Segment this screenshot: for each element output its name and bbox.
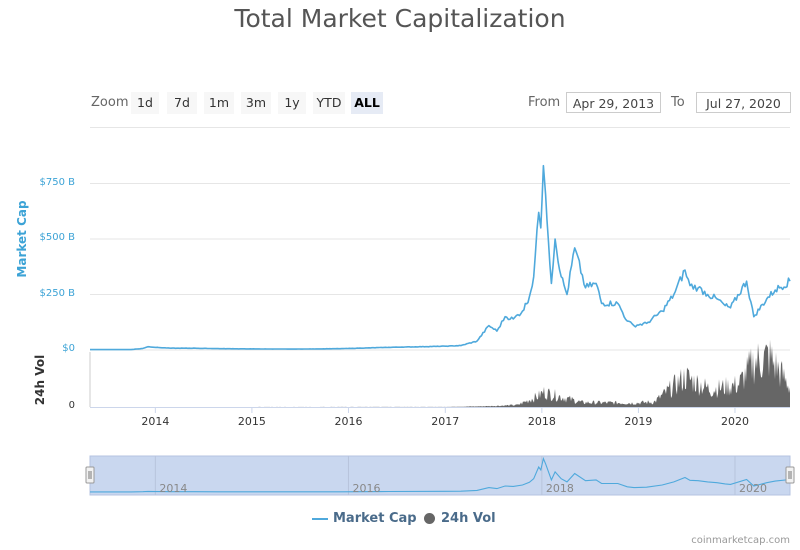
y-tick-label: $0 [62, 343, 75, 354]
y-tick-label: $500 B [39, 232, 76, 243]
x-tick-label: 2016 [334, 415, 363, 428]
navigator-line [90, 456, 791, 493]
x-tick-label: 2020 [720, 415, 749, 428]
to-label: To [671, 95, 685, 110]
navigator-tick-label: 2016 [352, 482, 381, 495]
zoom-button-1d[interactable]: 1d [131, 92, 159, 114]
to-date-input[interactable]: Jul 27, 2020 [696, 92, 791, 113]
from-label: From [528, 95, 561, 110]
zoom-button-7d[interactable]: 7d [167, 92, 197, 114]
x-tick-label: 2014 [141, 415, 170, 428]
navigator-range [89, 455, 791, 496]
legend-market-cap-label: Market Cap [333, 511, 417, 526]
line-legend-icon [312, 517, 328, 520]
from-date-input[interactable]: Apr 29, 2013 [566, 92, 661, 113]
zoom-button-1y[interactable]: 1y [278, 92, 306, 114]
navigator-left-handle[interactable] [85, 466, 95, 484]
x-tick-label: 2018 [527, 415, 556, 428]
navigator-tick-label: 2018 [545, 482, 574, 495]
legend-item-market-cap[interactable]: Market Cap [312, 511, 417, 526]
circle-legend-icon [424, 513, 435, 524]
y-tick-label: $750 B [39, 176, 76, 188]
navigator-right-handle[interactable] [785, 466, 795, 484]
legend-volume-label: 24h Vol [441, 511, 496, 526]
legend-item-volume[interactable]: 24h Vol [424, 511, 496, 526]
x-tick-label: 2017 [431, 415, 460, 428]
zoom-button-1m[interactable]: 1m [204, 92, 234, 114]
credits-link[interactable]: coinmarketcap.com [691, 535, 790, 546]
toolbar-divider [90, 127, 790, 128]
zoom-button-3m[interactable]: 3m [241, 92, 271, 114]
x-tick-label: 2019 [624, 415, 653, 428]
y-tick-label: $250 B [39, 287, 76, 299]
navigator-tick-label: 2020 [738, 482, 767, 495]
zoom-label: Zoom [91, 95, 129, 110]
zoom-button-all[interactable]: ALL [351, 92, 383, 114]
x-tick-label: 2015 [237, 415, 266, 428]
volume-area [90, 339, 790, 407]
volume-tick-label: 0 [68, 400, 75, 411]
chart-title: Total Market Capitalization [234, 4, 566, 33]
zoom-button-ytd[interactable]: YTD [313, 92, 345, 114]
navigator-tick-label: 2014 [159, 482, 188, 495]
market-cap-line [90, 164, 791, 351]
